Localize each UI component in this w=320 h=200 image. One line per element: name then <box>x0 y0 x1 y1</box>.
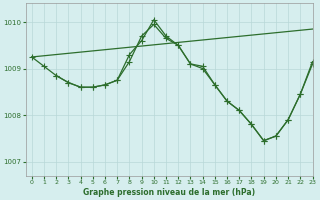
X-axis label: Graphe pression niveau de la mer (hPa): Graphe pression niveau de la mer (hPa) <box>83 188 255 197</box>
